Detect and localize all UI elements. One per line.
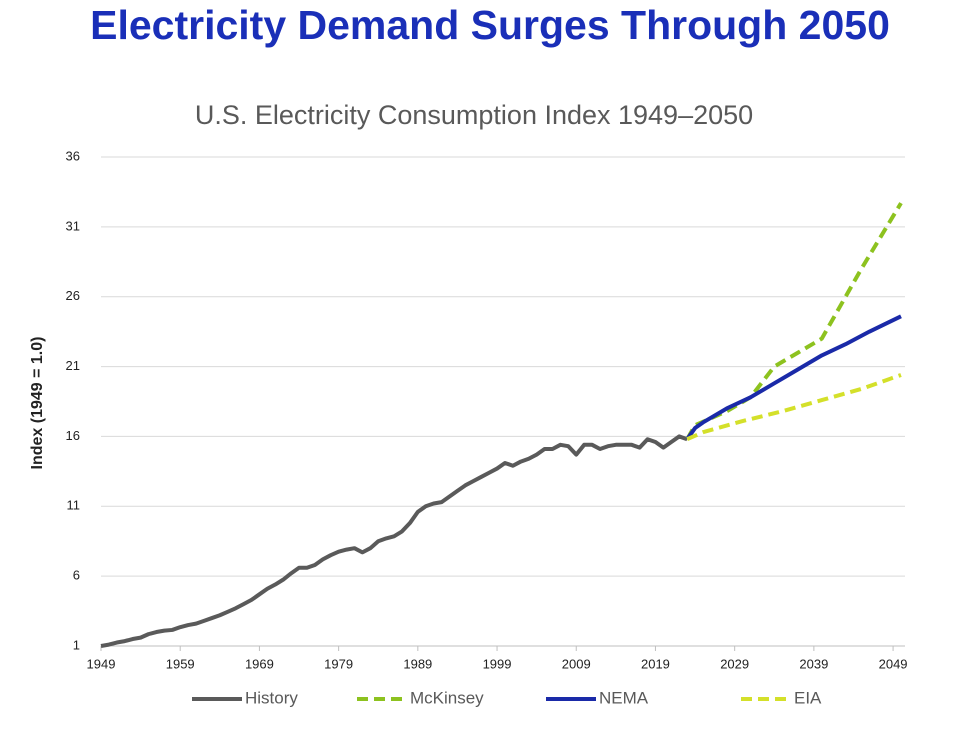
x-tick-label: 2009 xyxy=(562,656,591,671)
chart-subtitle: U.S. Electricity Consumption Index 1949–… xyxy=(195,100,753,130)
legend-label: NEMA xyxy=(599,688,649,707)
x-tick-label: 2019 xyxy=(641,656,670,671)
legend-label: EIA xyxy=(794,688,822,707)
x-tick-label: 2039 xyxy=(799,656,828,671)
x-tick-label: 1979 xyxy=(324,656,353,671)
y-tick-label: 16 xyxy=(66,428,80,443)
x-tick-label: 2029 xyxy=(720,656,749,671)
x-tick-label: 2049 xyxy=(879,656,908,671)
x-tick-label: 1959 xyxy=(166,656,195,671)
series-line xyxy=(685,202,903,441)
y-tick-label: 1 xyxy=(73,637,80,652)
series-line xyxy=(100,434,688,648)
x-tick-label: 1969 xyxy=(245,656,274,671)
legend-label: History xyxy=(245,688,298,707)
y-tick-label: 21 xyxy=(66,358,80,373)
x-tick-label: 1949 xyxy=(87,656,116,671)
y-tick-label: 26 xyxy=(66,288,80,303)
y-axis-label: Index (1949 = 1.0) xyxy=(29,337,46,470)
y-tick-label: 31 xyxy=(66,218,80,233)
y-tick-label: 36 xyxy=(66,148,80,163)
x-tick-label: 1999 xyxy=(483,656,512,671)
y-tick-label: 11 xyxy=(67,498,81,513)
x-tick-label: 1989 xyxy=(403,656,432,671)
series-line xyxy=(686,373,902,442)
y-tick-label: 6 xyxy=(73,568,80,583)
legend-label: McKinsey xyxy=(410,688,484,707)
chart-title: Electricity Demand Surges Through 2050 xyxy=(90,2,890,48)
series-line xyxy=(685,314,902,441)
